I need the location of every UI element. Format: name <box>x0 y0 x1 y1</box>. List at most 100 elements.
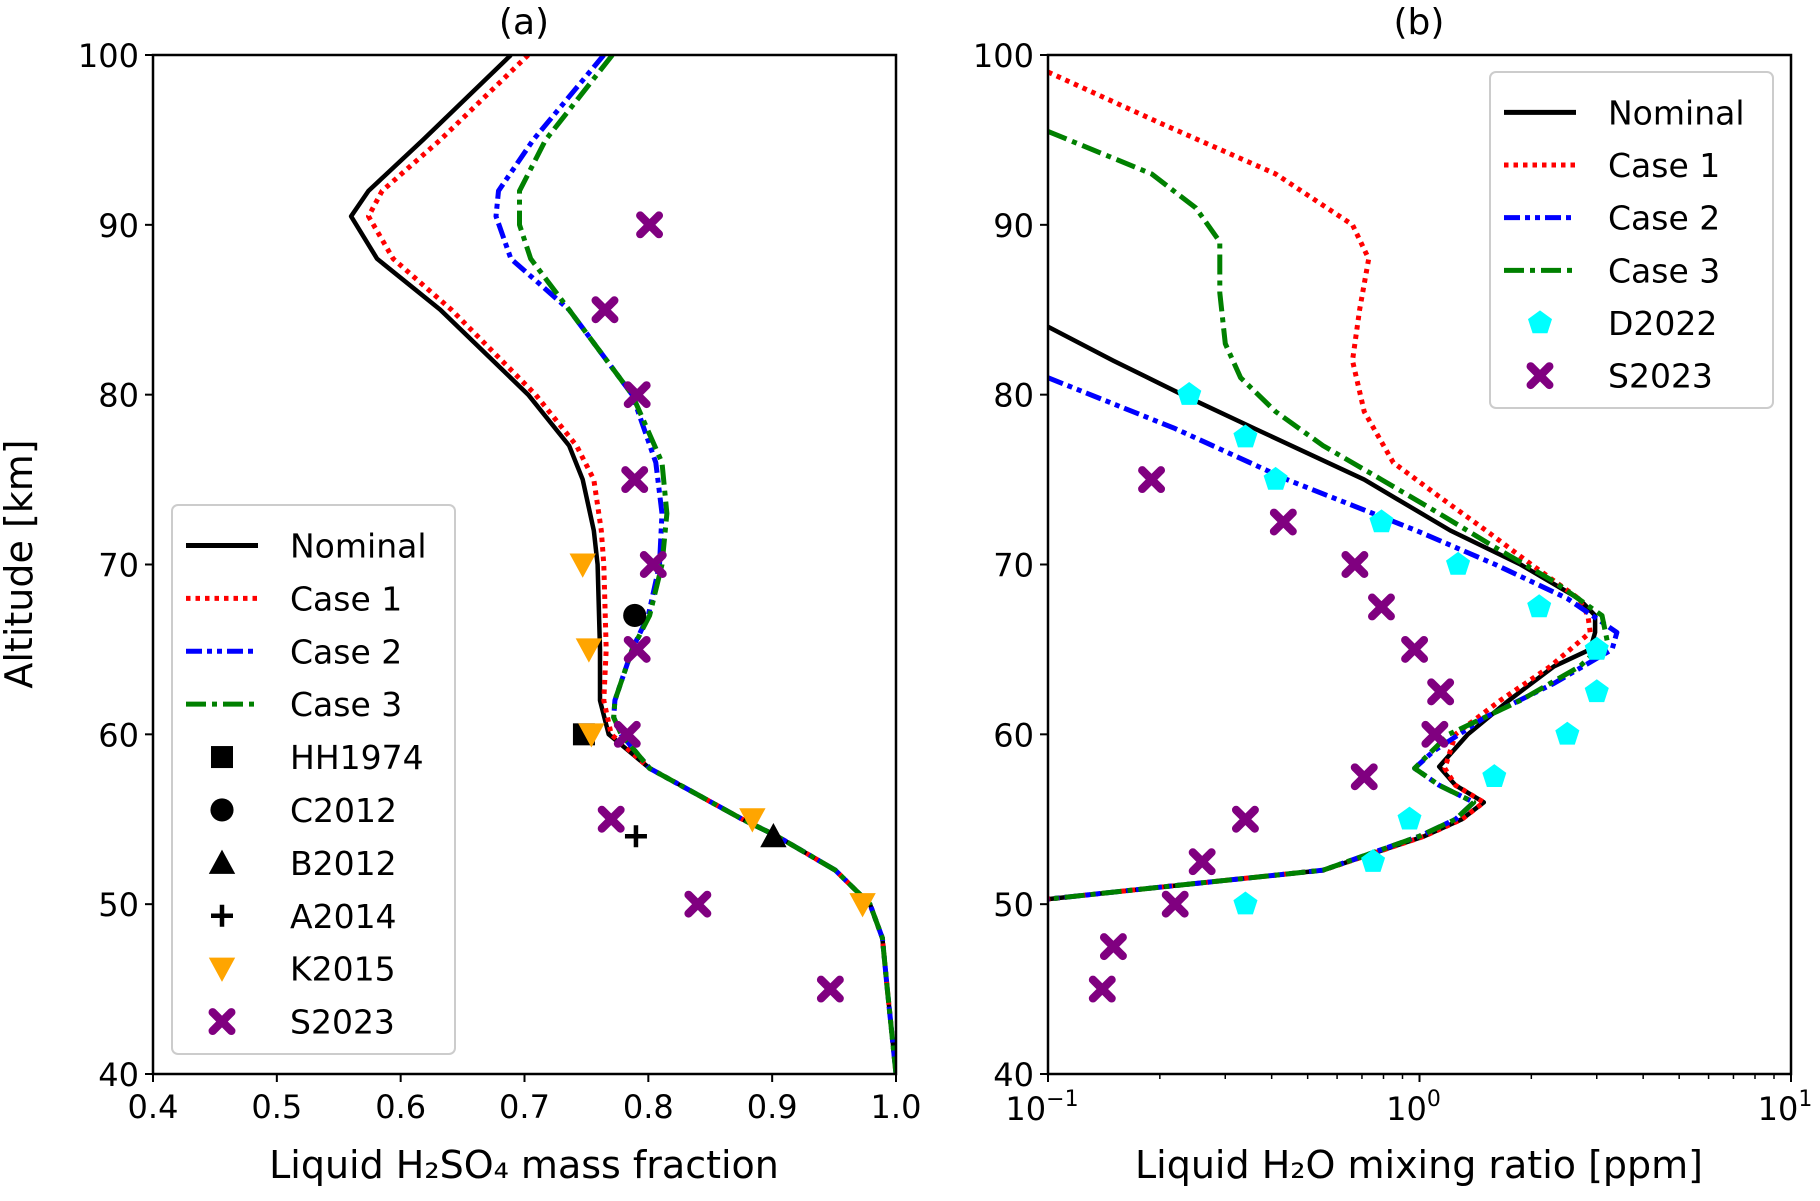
x-tick-label: 1.0 <box>871 1088 922 1126</box>
panel-b: (b) Liquid H₂O mixing ratio [ppm] 40 50 60… <box>973 2 1812 1187</box>
y-tick-label: 50 <box>993 886 1034 924</box>
marker-s2023 <box>1099 933 1127 961</box>
legend-item-b2012: B2012 <box>208 844 397 883</box>
legend-item-case-1: Case 1 <box>1504 146 1720 185</box>
series-line-case-3 <box>1048 129 1610 902</box>
marker-s2023 <box>1421 720 1449 748</box>
marker-s2023 <box>1188 848 1216 876</box>
legend-label-b2012: B2012 <box>290 844 397 883</box>
marker-s2023 <box>623 381 651 409</box>
marker-c2012 <box>623 603 647 627</box>
marker-d2022 <box>1177 382 1202 405</box>
marker-d2022 <box>1233 891 1258 915</box>
legend-marker-s2023 <box>208 1008 236 1036</box>
panel-a-ylabel: Altitude [km] <box>0 439 41 688</box>
y-tick-label: 50 <box>98 886 139 924</box>
x-tick-label: 0.5 <box>251 1088 302 1126</box>
marker-d2022 <box>1369 509 1394 533</box>
legend-marker-d2022 <box>1528 310 1552 334</box>
marker-s2023 <box>623 635 651 663</box>
legend-box <box>1489 71 1774 409</box>
legend-label-case-2: Case 2 <box>1608 199 1720 238</box>
legend-label-hh1974: HH1974 <box>290 738 424 777</box>
legend-item-nominal: Nominal <box>1504 93 1745 132</box>
marker-s2023 <box>1269 508 1297 536</box>
marker-s2023 <box>1427 678 1455 706</box>
x-tick-label: 101 <box>1758 1087 1813 1128</box>
marker-s2023 <box>639 551 667 578</box>
legend-item-case-3: Case 3 <box>1504 251 1720 290</box>
marker-d2022 <box>1397 806 1422 830</box>
legend-label-d2022: D2022 <box>1608 304 1717 343</box>
marker-s2023 <box>1138 466 1166 494</box>
panel-a: (a) Liquid H₂SO₄ mass fraction Altitude … <box>0 2 921 1187</box>
marker-k2015 <box>575 638 603 663</box>
marker-s2023 <box>1161 890 1189 918</box>
legend-box <box>171 504 456 1055</box>
y-tick-label: 90 <box>993 207 1034 245</box>
plot-area <box>1048 69 1620 1003</box>
legend-item-c2012: C2012 <box>210 791 397 830</box>
marker-s2023 <box>1231 805 1259 833</box>
y-tick-label: 70 <box>98 547 139 585</box>
legend-item-case-2: Case 2 <box>1504 199 1720 238</box>
y-tick-label: 70 <box>993 547 1034 585</box>
marker-d2022 <box>1584 636 1609 660</box>
marker-s2023 <box>1350 763 1378 791</box>
legend-item-case-2: Case 2 <box>186 632 402 671</box>
legend: Nominal Case 1 Case 2 Case 3 D2022 S2023 <box>1489 71 1774 409</box>
x-tick-label: 0.8 <box>623 1088 674 1126</box>
legend-item-nominal: Nominal <box>186 526 427 565</box>
legend-label-nominal: Nominal <box>290 526 427 565</box>
panel-b-title: (b) <box>1394 2 1445 43</box>
legend-item-s2023: S2023 <box>208 1003 395 1042</box>
marker-s2023 <box>613 720 641 748</box>
marker-b2012 <box>760 823 787 848</box>
x-tick-label: 0.4 <box>128 1088 179 1126</box>
legend-item-case-3: Case 3 <box>186 685 402 724</box>
marker-k2015 <box>849 893 876 918</box>
x-tick-label: 10−1 <box>1005 1087 1078 1128</box>
legend: Nominal Case 1 Case 2 Case 3 HH1974 C2012 B201… <box>171 504 456 1055</box>
y-tick-label: 60 <box>98 716 139 754</box>
legend-item-s2023: S2023 <box>1526 357 1713 396</box>
marker-s2023 <box>621 466 649 494</box>
x-tick-label: 0.7 <box>499 1088 550 1126</box>
panel-a-title: (a) <box>499 2 549 43</box>
y-tick-label: 60 <box>993 716 1034 754</box>
series-line-case-1 <box>1048 69 1593 902</box>
x-tick-label: 0.9 <box>747 1088 798 1126</box>
legend-label-a2014: A2014 <box>290 897 397 936</box>
legend-item-hh1974: HH1974 <box>211 738 424 777</box>
marker-d2022 <box>1446 551 1471 575</box>
marker-d2022 <box>1361 849 1386 872</box>
legend-marker-c2012 <box>210 798 234 822</box>
y-tick-label: 40 <box>993 1056 1034 1094</box>
marker-d2022 <box>1584 679 1609 703</box>
legend-item-a2014: A2014 <box>211 897 397 936</box>
marker-s2023 <box>816 975 844 1003</box>
marker-s2023 <box>1341 551 1369 578</box>
legend-label-case-1: Case 1 <box>290 579 402 618</box>
legend-marker-a2014 <box>211 904 233 927</box>
y-tick-label: 80 <box>98 377 139 415</box>
legend-label-case-1: Case 1 <box>1608 146 1720 185</box>
plot-area <box>348 55 896 1074</box>
legend-label-nominal: Nominal <box>1608 93 1745 132</box>
marker-d2022 <box>1527 594 1552 618</box>
marker-k2015 <box>739 808 766 833</box>
panel-b-xlabel: Liquid H₂O mixing ratio [ppm] <box>1135 1143 1703 1187</box>
legend-item-k2015: K2015 <box>208 950 396 989</box>
marker-s2023 <box>1367 593 1395 621</box>
legend-item-d2022: D2022 <box>1528 304 1717 343</box>
legend-label-s2023: S2023 <box>290 1003 395 1042</box>
series-line-case-2 <box>1048 375 1620 902</box>
x-tick-label: 0.6 <box>375 1088 426 1126</box>
marker-s2023 <box>1401 635 1429 663</box>
y-tick-label: 80 <box>993 377 1034 415</box>
legend-label-s2023: S2023 <box>1608 357 1713 396</box>
marker-s2023 <box>1088 975 1116 1003</box>
marker-d2022 <box>1263 466 1288 490</box>
marker-a2014 <box>624 825 647 848</box>
